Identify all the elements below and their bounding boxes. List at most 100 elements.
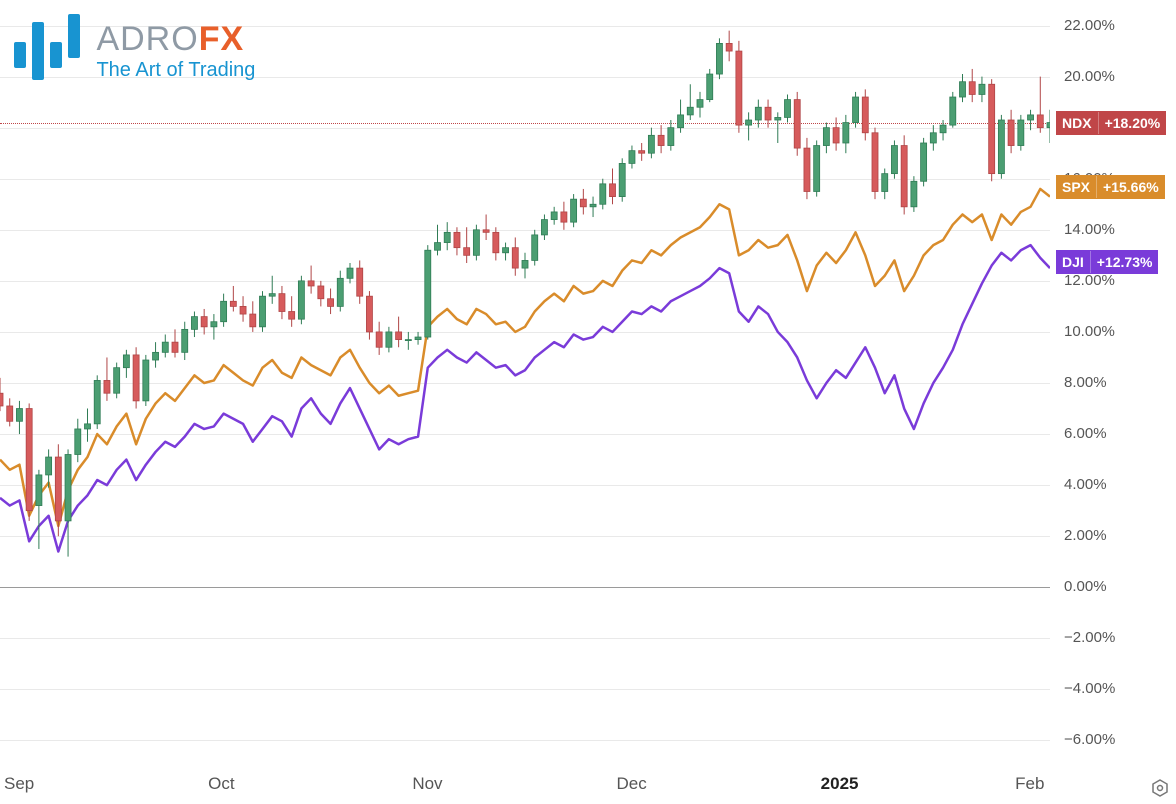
candle [396,332,402,340]
candle [571,199,577,222]
candle [26,409,32,511]
candle [755,107,761,120]
ticker-value-dji: +12.73% [1090,251,1159,273]
ticker-value-spx: +15.66% [1096,176,1165,198]
candle [629,151,635,164]
y-tick-label: −6.00% [1064,731,1134,748]
candle [162,342,168,352]
x-tick-label: Sep [4,774,34,794]
candle [415,337,421,340]
candle [104,380,110,393]
candle [853,97,859,123]
candle [153,352,159,360]
y-tick-label: 20.00% [1064,68,1134,85]
candle [940,125,946,133]
ticker-symbol-spx: SPX [1056,176,1096,198]
y-tick-label: −4.00% [1064,680,1134,697]
ticker-value-ndx: +18.20% [1098,112,1167,134]
candle [736,51,742,125]
candle [872,133,878,192]
candle [133,355,139,401]
candle [911,181,917,207]
y-tick-label: 22.00% [1064,17,1134,34]
candle [843,123,849,143]
candle [298,281,304,319]
y-tick-label: 14.00% [1064,221,1134,238]
candle [891,146,897,174]
brand-logo: ADROFX The Art of Trading [14,12,255,89]
candle [376,332,382,347]
candle [1028,115,1034,120]
candle [716,43,722,74]
candle [454,232,460,247]
y-tick-label: −2.00% [1064,629,1134,646]
y-tick-label: 2.00% [1064,527,1134,544]
candle [36,475,42,506]
candle [522,260,528,268]
y-tick-label: 10.00% [1064,323,1134,340]
candle [289,312,295,320]
candle [75,429,81,455]
candle [483,230,489,233]
candle [862,97,868,133]
candle [211,322,217,327]
candle [318,286,324,299]
x-tick-label: Dec [617,774,647,794]
candle [357,268,363,296]
ticker-badge-dji[interactable]: DJI +12.73% [1056,250,1158,274]
logo-brand-part1: ADRO [96,20,198,58]
y-tick-label: 6.00% [1064,425,1134,442]
candle [561,212,567,222]
candle [464,248,470,256]
y-tick-label: 4.00% [1064,476,1134,493]
logo-tagline: The Art of Trading [96,59,255,82]
candle [172,342,178,352]
candle [425,250,431,337]
ticker-badge-ndx[interactable]: NDX +18.20% [1056,111,1166,135]
candle [434,243,440,251]
candle [814,146,820,192]
candle [969,82,975,95]
candle [114,368,120,394]
candle [1018,120,1024,146]
candle [1037,115,1043,128]
candle [989,84,995,173]
candle [921,143,927,181]
candle [503,248,509,253]
candle [308,281,314,286]
ticker-symbol-ndx: NDX [1056,112,1098,134]
candle [46,457,52,475]
candle [979,84,985,94]
candle [668,128,674,146]
candle [347,268,353,278]
candle [123,355,129,368]
logo-bars [14,12,86,89]
candle [0,393,3,406]
candle [1047,123,1050,128]
x-tick-label: 2025 [821,774,859,794]
candle [551,212,557,220]
candle [609,184,615,197]
candle [726,43,732,51]
y-tick-label: 12.00% [1064,272,1134,289]
y-tick-label: 8.00% [1064,374,1134,391]
candle [201,317,207,327]
logo-text: ADROFX The Art of Trading [96,20,255,82]
ticker-badge-spx[interactable]: SPX +15.66% [1056,175,1165,199]
logo-brand-part2: FX [199,20,244,58]
candle [648,135,654,153]
x-tick-label: Nov [412,774,442,794]
settings-icon[interactable] [1150,778,1170,803]
candle [16,409,22,422]
candle [823,128,829,146]
candle [687,107,693,115]
candle [444,232,450,242]
candle [84,424,90,429]
candle [221,301,227,321]
candle [94,380,100,423]
candle [182,329,188,352]
candle [493,232,499,252]
candle [619,163,625,196]
candle [279,294,285,312]
candle [998,120,1004,174]
